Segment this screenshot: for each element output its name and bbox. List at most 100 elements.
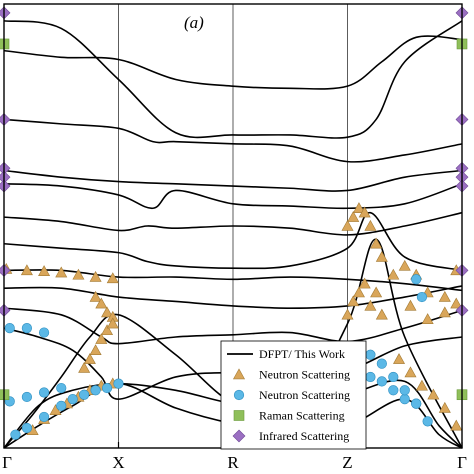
neutron-triangle-point-51 [415,379,428,391]
neutron-triangle-point-29 [364,219,377,231]
neutron-circle-point-7 [67,394,78,405]
neutron-triangle-point-27 [352,202,365,213]
legend: DFPT/ This Work Neutron Scattering Neutron… [220,340,367,450]
neutron-triangle-point-43 [370,286,383,298]
neutron-circle-point-0 [4,323,15,334]
dispersion-branch-6 [3,211,463,272]
neutron-triangle-point-20 [83,353,96,364]
neutron-triangle-point-26 [347,211,360,222]
neutron-triangle-point-21 [89,344,102,356]
dispersion-branch-0 [3,20,463,139]
dispersion-branch-3 [3,169,463,192]
dispersion-branch-8 [3,285,463,309]
neutron-circle-point-28 [399,385,410,396]
neutron-circle-point-26 [376,358,387,369]
neutron-triangle-point-24 [106,317,119,329]
neutron-triangle-point-22 [95,333,108,344]
neutron-triangle-point-8 [95,297,108,309]
neutron-circle-point-30 [422,416,433,427]
neutron-circle-point-27 [388,371,399,383]
neutron-circle-point-23 [411,274,422,285]
neutron-circle-point-3 [10,429,21,440]
neutron-triangle-point-40 [352,286,365,298]
neutron-triangle-point-23 [101,324,114,336]
infrared-diamond-point-1 [0,113,11,126]
neutron-triangle-point-46 [421,313,434,324]
neutron-circle-point-8 [79,389,90,400]
neutron-circle-point-14 [38,387,50,398]
neutron-triangle-point-39 [347,295,360,307]
legend-marker-2 [233,389,245,401]
neutron-triangle-point-47 [438,306,451,318]
neutron-triangle-point-30 [370,237,383,249]
x-tick-label-3: Z [342,453,352,472]
neutron-triangle-point-28 [358,206,371,218]
neutron-circle-point-4 [21,422,32,434]
neutron-triangle-point-42 [364,299,377,311]
x-tick-label-0: Γ [2,453,12,472]
neutron-circle-point-13 [21,391,32,403]
neutron-circle-point-15 [56,382,67,394]
legend-box [220,340,367,450]
neutron-circle-point-1 [21,323,32,334]
neutron-triangle-point-45 [404,299,417,311]
neutron-triangle-point-5 [89,270,102,282]
neutron-triangle-point-1 [20,264,33,276]
dispersion-branch-2 [3,118,463,163]
x-tick-label-1: X [112,453,124,472]
neutron-triangle-point-49 [393,353,406,364]
neutron-triangle-point-52 [427,388,440,400]
legend-label-1: Neutron Scattering [259,368,350,382]
legend-label-0: DFPT/ This Work [259,347,345,361]
neutron-circle-point-21 [399,394,410,405]
legend-label-4: Infrared Scattering [259,429,349,443]
neutron-circle-point-5 [38,411,50,423]
infrared-diamond-point-6 [0,303,11,317]
neutron-triangle-point-4 [72,268,85,280]
infrared-diamond-point-5 [0,263,11,277]
neutron-triangle-point-6 [106,272,119,284]
dispersion-branch-9 [3,307,463,345]
dispersion-branch-5 [3,211,463,236]
dispersion-branch-1 [3,35,463,90]
neutron-circle-point-11 [113,378,124,389]
neutron-triangle-point-54 [450,419,463,431]
neutron-triangle-point-2 [38,265,51,276]
neutron-circle-point-20 [388,385,399,396]
neutron-triangle-point-50 [404,366,417,378]
neutron-triangle-point-31 [375,250,388,262]
infrared-diamond-point-0 [0,6,11,20]
neutron-triangle-point-3 [55,266,68,278]
panel-label: (a) [184,13,204,32]
neutron-circle-point-9 [90,385,101,396]
legend-label-2: Neutron Scattering [259,388,350,402]
neutron-triangle-point-32 [387,268,400,280]
neutron-triangle-point-19 [78,361,91,373]
neutron-triangle-point-9 [101,306,114,318]
neutron-triangle-point-36 [438,290,451,302]
legend-marker-4 [232,429,246,443]
neutron-circle-point-25 [365,349,376,360]
neutron-triangle-point-33 [398,259,411,271]
dispersion-branch-4 [3,183,463,210]
neutron-circle-point-2 [38,327,50,338]
legend-marker-1 [232,368,246,380]
x-tick-label-4: Γ [457,453,467,472]
neutron-circle-point-24 [416,291,428,303]
neutron-circle-point-29 [411,398,422,409]
neutron-triangle-point-7 [89,290,102,302]
neutron-triangle-point-53 [438,401,451,413]
neutron-circle-point-10 [101,382,113,394]
neutron-circle-point-6 [56,400,67,411]
neutron-triangle-point-25 [341,219,354,231]
x-tick-label-2: R [227,453,239,472]
legend-label-3: Raman Scattering [259,409,345,423]
neutron-circle-point-19 [376,376,387,387]
neutron-triangle-point-38 [341,308,354,320]
neutron-triangle-point-48 [450,297,463,309]
neutron-circle-point-18 [365,371,376,383]
neutron-triangle-point-41 [358,277,371,289]
legend-marker-3 [233,410,245,421]
